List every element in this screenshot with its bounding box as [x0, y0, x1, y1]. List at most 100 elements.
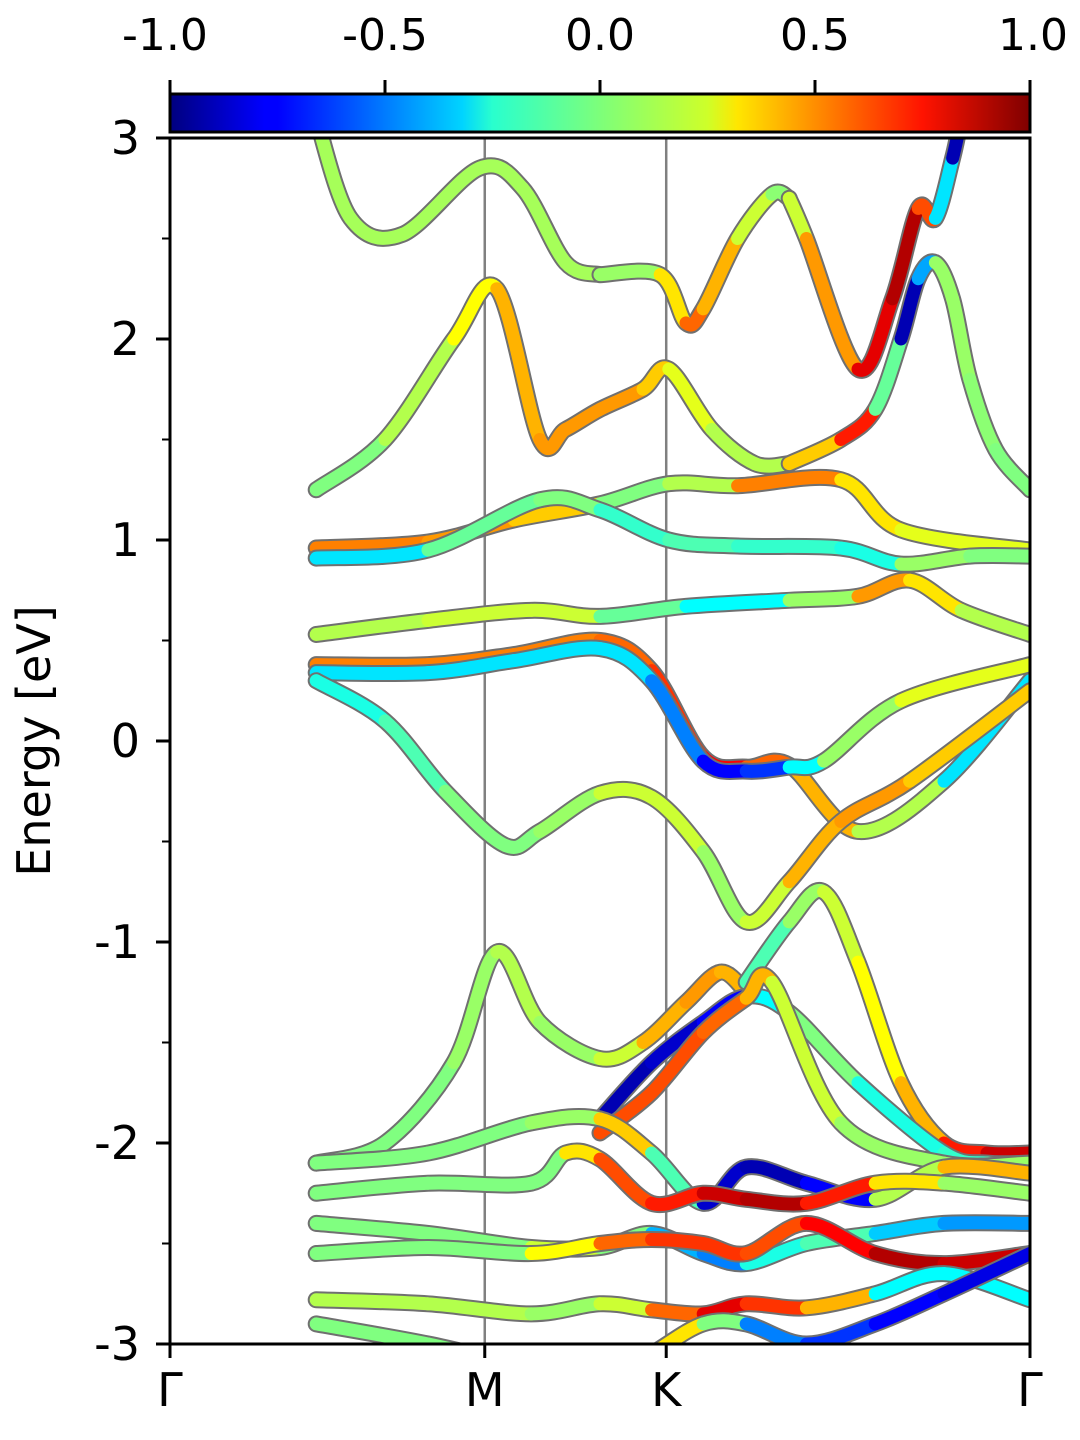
band-segment	[600, 1354, 652, 1384]
band-segment	[696, 232, 745, 316]
band-7	[307, 571, 1030, 643]
band-segment	[868, 1267, 951, 1301]
band-segment	[739, 1192, 813, 1211]
band-segment	[834, 473, 908, 537]
band-segment	[868, 332, 908, 416]
band-segment	[834, 402, 882, 446]
band-segment	[309, 674, 392, 728]
band-segment	[954, 603, 1030, 641]
band-segment	[447, 945, 504, 1070]
band-4	[780, 253, 1030, 499]
band-segment	[946, 138, 964, 165]
band-segment	[980, 1146, 1030, 1161]
band-segment	[731, 539, 848, 555]
band-segment	[851, 1076, 951, 1160]
band-segment	[679, 593, 796, 613]
band-18	[307, 1214, 1030, 1273]
colorbar: -1.0 -0.5 0.0 0.5 1.0	[122, 10, 1068, 134]
colorbar-ticks: -1.0 -0.5 0.0 0.5 1.0	[122, 10, 1068, 94]
band-segment	[799, 1176, 882, 1210]
band-segment	[799, 1216, 882, 1261]
band-segment	[309, 433, 392, 497]
band-segment	[309, 543, 435, 565]
band-segment	[309, 1293, 435, 1311]
band-20	[307, 1245, 1030, 1384]
band-segment	[782, 814, 848, 889]
colorbar-tick-label: 0.5	[780, 10, 850, 61]
band-segment	[894, 658, 1030, 708]
y-axis-ticks: 3 2 1 0 -1 -2 -3	[94, 111, 170, 1371]
band-segment	[514, 1364, 600, 1384]
band-segment	[662, 362, 719, 436]
band-segment	[593, 1086, 659, 1140]
y-tick-label: 1	[111, 513, 140, 567]
band-segment	[421, 1116, 538, 1160]
band-segment	[937, 1247, 1030, 1301]
colorbar-tick-label: -1.0	[122, 10, 208, 61]
band-0	[313, 138, 609, 284]
y-tick-label: 3	[111, 111, 140, 165]
band-segment	[963, 548, 1030, 563]
y-tick-label: -3	[94, 1317, 140, 1371]
band-segment	[645, 674, 710, 768]
band-segment	[315, 138, 358, 225]
y-tick-label: -1	[94, 915, 140, 969]
band-segment	[309, 535, 435, 555]
band-segment	[851, 292, 899, 377]
band-segment	[799, 1287, 882, 1315]
colorbar-tick-label: -0.5	[342, 10, 428, 61]
band-segment	[593, 264, 667, 282]
band-segment	[645, 1303, 710, 1321]
band-segment	[593, 1297, 659, 1317]
band-segment	[490, 282, 547, 446]
band-segment	[421, 603, 538, 627]
band-9	[307, 639, 1030, 781]
band-segment	[946, 292, 977, 386]
band-segment	[851, 955, 908, 1090]
band-segment	[903, 684, 1030, 788]
kpoint-label: M	[465, 1363, 505, 1417]
band-19	[307, 1265, 1030, 1323]
band-segment	[834, 541, 908, 571]
band-segment	[645, 1232, 710, 1250]
band-segment	[937, 1267, 1030, 1307]
band-segment	[731, 470, 848, 493]
band-segment	[799, 1317, 882, 1344]
band-segment	[662, 533, 745, 553]
band-segment	[421, 1241, 538, 1261]
band-segment	[662, 476, 745, 493]
band-segment	[593, 1152, 659, 1210]
colorbar-tick-label: 1.0	[998, 10, 1068, 61]
band-segment	[524, 1109, 607, 1130]
band-segment	[309, 1176, 435, 1200]
band-segment	[765, 975, 848, 1130]
y-axis-label: Energy [eV]	[7, 605, 61, 876]
band-segment	[937, 1176, 1030, 1200]
band-segment	[593, 503, 676, 547]
band-segment	[309, 1317, 435, 1344]
band-segment	[782, 191, 813, 245]
band-segment	[817, 694, 908, 768]
band-segment	[851, 774, 951, 838]
band-segment	[868, 1216, 951, 1240]
band-segment	[868, 1247, 951, 1271]
band-segment	[421, 1337, 459, 1344]
kpoint-label: Γ	[1017, 1363, 1043, 1417]
band-segment	[507, 641, 607, 668]
band-6	[307, 489, 1030, 573]
band-segment	[937, 1159, 1030, 1180]
band-segment	[834, 774, 917, 828]
band-segment	[817, 885, 865, 969]
band-segment	[309, 1241, 435, 1261]
y-tick-label: 2	[111, 312, 140, 366]
band-segment	[645, 1025, 710, 1100]
band-segment	[395, 161, 487, 241]
band-10	[307, 672, 1030, 931]
colorbar-tick-label: 0.0	[565, 10, 635, 61]
band-segment	[378, 332, 461, 446]
kpoint-label: K	[651, 1363, 683, 1417]
band-segment	[309, 613, 435, 641]
band-segment	[696, 845, 753, 929]
